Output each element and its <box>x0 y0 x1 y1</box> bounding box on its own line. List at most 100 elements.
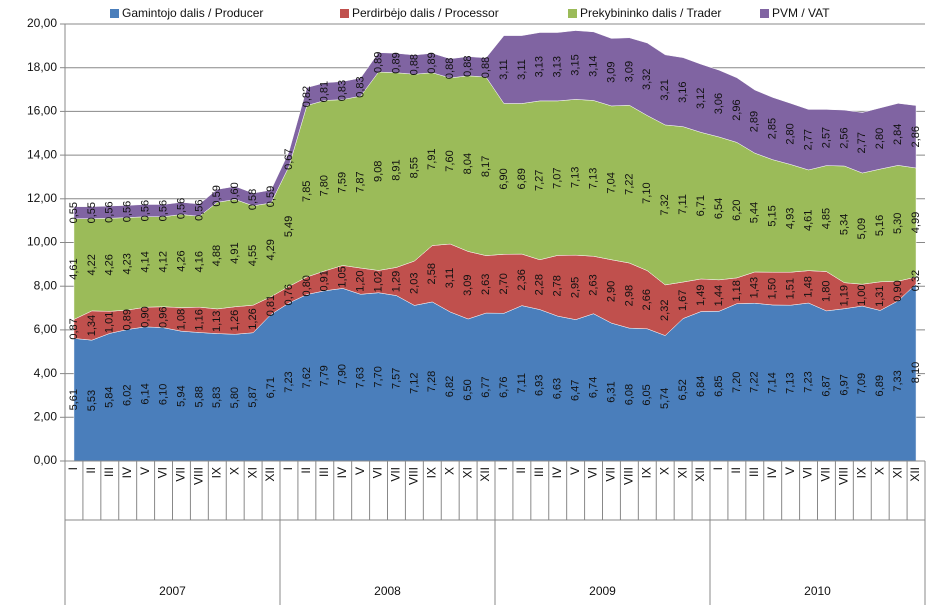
data-label: 2,80 <box>874 128 886 149</box>
data-label: 2,58 <box>426 263 438 284</box>
data-label: 6,82 <box>444 376 456 397</box>
data-label: 0,81 <box>265 295 277 316</box>
data-label: 4,26 <box>104 254 116 275</box>
x-tick-label: X <box>657 467 671 475</box>
data-label: 1,26 <box>229 310 241 331</box>
data-label: 6,71 <box>695 195 707 216</box>
data-label: 8,04 <box>462 153 474 174</box>
data-label: 7,27 <box>534 170 546 191</box>
data-label: 4,23 <box>122 253 134 274</box>
legend-label: Gamintojo dalis / Producer <box>122 6 263 20</box>
x-tick-label: XII <box>478 467 492 482</box>
data-label: 3,11 <box>498 59 510 80</box>
data-label: 7,91 <box>426 148 438 169</box>
data-label: 7,20 <box>731 372 743 393</box>
data-label: 1,31 <box>874 285 886 306</box>
data-label: 3,11 <box>444 268 456 289</box>
data-label: 4,14 <box>140 251 152 272</box>
data-label: 1,00 <box>856 284 868 305</box>
x-tick-label: X <box>227 467 241 475</box>
data-label: 6,02 <box>122 385 134 406</box>
data-label: 6,20 <box>731 199 743 220</box>
data-label: 1,19 <box>838 285 850 306</box>
legend-swatch <box>110 9 119 18</box>
data-label: 1,02 <box>372 271 384 292</box>
year-label: 2010 <box>804 584 831 598</box>
data-label: 4,88 <box>211 245 223 266</box>
data-label: 7,10 <box>641 182 653 203</box>
data-label: 2,70 <box>498 273 510 294</box>
data-label: 6,05 <box>641 384 653 405</box>
data-label: 0,56 <box>193 199 205 220</box>
data-label: 2,96 <box>731 99 743 120</box>
data-label: 2,95 <box>570 277 582 298</box>
data-label: 3,13 <box>552 56 564 77</box>
data-label: 2,85 <box>767 118 779 139</box>
data-label: 7,60 <box>444 150 456 171</box>
legend-label: Prekybininko dalis / Trader <box>580 6 721 20</box>
data-label: 3,09 <box>623 61 635 82</box>
y-tick-label: 14,00 <box>27 147 57 161</box>
data-label: 2,80 <box>785 123 797 144</box>
data-label: 4,91 <box>229 242 241 263</box>
data-label: 7,63 <box>355 367 367 388</box>
data-label: 3,14 <box>587 55 599 76</box>
x-tick-label: III <box>747 467 761 477</box>
x-tick-label: VI <box>586 467 600 478</box>
x-tick-label: X <box>872 467 886 475</box>
area <box>73 30 917 219</box>
y-tick-label: 10,00 <box>27 235 57 249</box>
data-label: 7,87 <box>355 171 367 192</box>
data-label: 6,90 <box>498 168 510 189</box>
data-label: 0,56 <box>175 198 187 219</box>
data-label: 0,89 <box>122 309 134 330</box>
y-tick-label: 18,00 <box>27 60 57 74</box>
data-label: 0,90 <box>140 306 152 327</box>
data-label: 6,47 <box>570 380 582 401</box>
data-label: 2,77 <box>856 132 868 153</box>
data-label: 0,81 <box>319 81 331 102</box>
x-tick-label: III <box>532 467 546 477</box>
data-label: 0,88 <box>408 54 420 75</box>
data-label: 2,89 <box>749 111 761 132</box>
data-label: 6,31 <box>605 381 617 402</box>
data-label: 1,01 <box>104 312 116 333</box>
data-label: 1,13 <box>211 311 223 332</box>
data-label: 9,08 <box>372 161 384 182</box>
data-label: 8,17 <box>480 156 492 177</box>
data-label: 1,34 <box>86 315 98 336</box>
x-tick-label: V <box>353 467 367 475</box>
data-label: 0,91 <box>319 270 331 291</box>
data-label: 2,66 <box>641 289 653 310</box>
data-label: 5,53 <box>86 390 98 411</box>
data-label: 3,09 <box>462 275 474 296</box>
x-tick-label: XI <box>460 467 474 478</box>
x-tick-label: IV <box>550 467 564 478</box>
data-label: 0,96 <box>157 307 169 328</box>
y-tick-label: 6,00 <box>34 322 58 336</box>
data-label: 2,63 <box>480 274 492 295</box>
data-label: 1,08 <box>175 309 187 330</box>
data-label: 5,34 <box>838 214 850 235</box>
y-tick-label: 2,00 <box>34 409 58 423</box>
data-label: 7,59 <box>337 172 349 193</box>
data-label: 4,93 <box>785 208 797 229</box>
data-label: 4,26 <box>175 250 187 271</box>
data-label: 4,61 <box>802 210 814 231</box>
data-label: 1,43 <box>749 277 761 298</box>
data-label: 4,55 <box>247 245 259 266</box>
x-tick-label: VIII <box>622 467 636 485</box>
data-label: 2,32 <box>659 300 671 321</box>
data-label: 7,09 <box>856 373 868 394</box>
data-label: 6,50 <box>462 379 474 400</box>
data-label: 7,79 <box>319 365 331 386</box>
data-label: 2,86 <box>910 126 922 147</box>
x-tick-label: V <box>568 467 582 475</box>
data-label: 0,56 <box>157 200 169 221</box>
data-label: 7,04 <box>605 172 617 193</box>
data-label: 4,29 <box>265 239 277 260</box>
data-label: 0,56 <box>140 200 152 221</box>
data-label: 0,88 <box>480 57 492 78</box>
data-label: 2,78 <box>552 275 564 296</box>
